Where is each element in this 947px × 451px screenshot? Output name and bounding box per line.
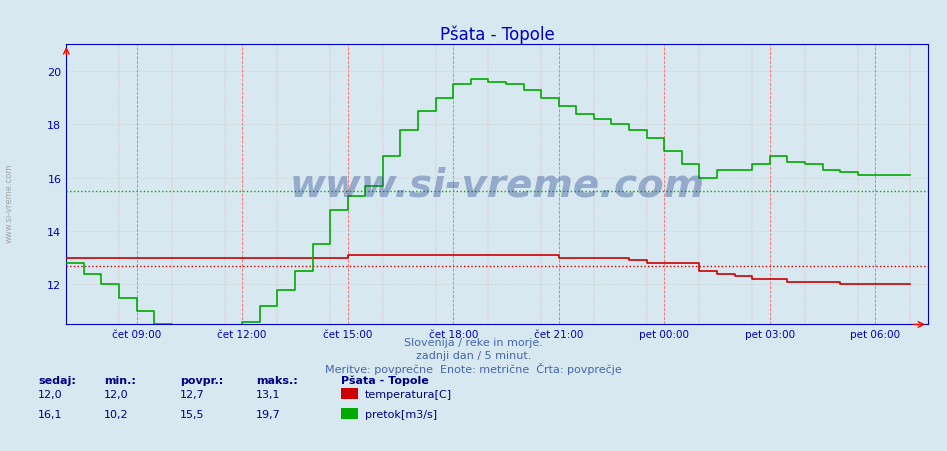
Text: Meritve: povprečne  Enote: metrične  Črta: povprečje: Meritve: povprečne Enote: metrične Črta:… bbox=[325, 362, 622, 374]
Text: 10,2: 10,2 bbox=[104, 409, 129, 419]
Title: Pšata - Topole: Pšata - Topole bbox=[439, 25, 555, 44]
Text: sedaj:: sedaj: bbox=[38, 375, 76, 385]
Text: 16,1: 16,1 bbox=[38, 409, 63, 419]
Text: www.si-vreme.com: www.si-vreme.com bbox=[290, 166, 705, 204]
Text: 12,0: 12,0 bbox=[104, 389, 129, 399]
Text: 12,0: 12,0 bbox=[38, 389, 63, 399]
Text: Pšata - Topole: Pšata - Topole bbox=[341, 375, 429, 385]
Text: 15,5: 15,5 bbox=[180, 409, 205, 419]
Text: www.si-vreme.com: www.si-vreme.com bbox=[5, 163, 14, 243]
Text: Slovenija / reke in morje.: Slovenija / reke in morje. bbox=[404, 337, 543, 347]
Text: maks.:: maks.: bbox=[256, 375, 297, 385]
Text: 12,7: 12,7 bbox=[180, 389, 205, 399]
Text: zadnji dan / 5 minut.: zadnji dan / 5 minut. bbox=[416, 350, 531, 360]
Text: temperatura[C]: temperatura[C] bbox=[365, 389, 452, 399]
Text: min.:: min.: bbox=[104, 375, 136, 385]
Text: 19,7: 19,7 bbox=[256, 409, 280, 419]
Text: povpr.:: povpr.: bbox=[180, 375, 223, 385]
Text: 13,1: 13,1 bbox=[256, 389, 280, 399]
Text: pretok[m3/s]: pretok[m3/s] bbox=[365, 409, 437, 419]
